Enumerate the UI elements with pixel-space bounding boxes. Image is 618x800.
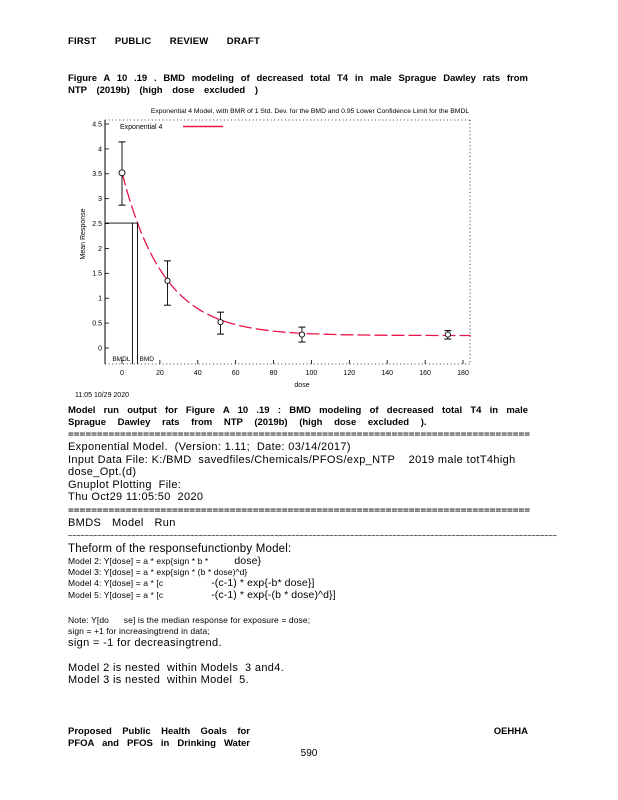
page-footer: Proposed Public Health Goals for PFOA an… xyxy=(68,726,528,749)
output-line: Model 2 is nested within Models 3 and4. xyxy=(68,661,285,674)
figure-caption-line1: Figure A 10 .19 . BMD modeling of decrea… xyxy=(68,73,528,84)
figure-caption-line2: NTP (2019b) (high dose excluded ) xyxy=(68,84,259,96)
output-line: Model 5: Y[dose] = a * [c -(c-1) * exp{-(… xyxy=(68,588,528,601)
y-tick-label: 4 xyxy=(98,146,102,153)
output-line: sign = +1 for increasingtrend in data; xyxy=(68,626,210,637)
y-tick-label: 3.5 xyxy=(92,171,102,178)
output-line-segment: Model 2: Y[dose] = a * exp{sign * b * xyxy=(68,555,209,566)
output-line-segment: Model 4: Y[dose] = a * [c xyxy=(68,578,164,589)
data-point xyxy=(217,319,224,326)
figure-caption: Figure A 10 .19 . BMD modeling of decrea… xyxy=(68,73,528,96)
y-tick-label: 0.5 xyxy=(92,321,102,328)
y-tick-label: 2.5 xyxy=(92,221,102,228)
x-tick-label: 160 xyxy=(419,370,431,377)
y-tick-label: 2 xyxy=(98,246,102,253)
bmd-chart: Exponential 4 Model, with BMR of 1 Std. … xyxy=(75,103,545,403)
chart-timestamp: 11:05 10/29 2020 xyxy=(75,392,129,399)
output-line-segment: Model 3: Y[dose] = a * exp{sign * (b * d… xyxy=(68,566,248,577)
x-tick-label: 20 xyxy=(156,370,164,377)
footer-title-line1: Proposed Public Health Goals for xyxy=(68,726,250,737)
x-tick-label: 60 xyxy=(232,370,240,377)
output-line xyxy=(68,601,528,615)
output-line: Theform of the responsefunctionby Model: xyxy=(68,542,292,555)
bmd-label: BMD xyxy=(140,356,155,363)
chart-title: Exponential 4 Model, with BMR of 1 Std. … xyxy=(151,108,470,115)
output-line: Model 3 is nested within Model 5. xyxy=(68,674,250,687)
output-line: Gnuplot Plotting File: xyxy=(68,478,182,491)
x-tick-label: 40 xyxy=(194,370,202,377)
output-line: Model 4: Y[dose] = a * [c -(c-1) * exp{-b… xyxy=(68,578,528,589)
draft-status-header: FIRST PUBLIC REVIEW DRAFT xyxy=(68,36,260,47)
footer-title-line2: PFOA and PFOS in Drinking Water xyxy=(68,737,250,749)
output-line: Sprague Dawley rats from NTP (2019b) (hi… xyxy=(68,416,427,428)
data-point xyxy=(444,331,451,338)
output-line: dose_Opt.(d) xyxy=(68,466,137,479)
output-line: Model 2: Y[dose] = a * exp{sign * b * dos… xyxy=(68,554,528,567)
y-tick-label: 0 xyxy=(98,345,102,352)
x-tick-label: 100 xyxy=(306,370,318,377)
y-tick-label: 4.5 xyxy=(92,121,102,128)
y-tick-label: 1 xyxy=(98,296,102,303)
output-line: Model run output for Figure A 10 .19 : B… xyxy=(68,405,528,416)
data-point xyxy=(298,331,306,338)
output-line: Exponential Model. (Version: 1.11; Date:… xyxy=(68,441,351,453)
y-tick-label: 3 xyxy=(98,196,102,203)
x-tick-label: 80 xyxy=(270,370,278,377)
x-axis-label: dose xyxy=(294,382,309,389)
fitted-curve xyxy=(121,172,471,337)
output-line: Thu Oct29 11:05:50 2020 xyxy=(68,491,204,504)
footer-agency: OEHHA xyxy=(493,726,528,737)
bmdl-label: BMDL xyxy=(112,356,130,363)
output-line xyxy=(68,650,528,662)
output-line-segment: -(c-1) * exp{-(b * dose)^d}] xyxy=(211,588,336,601)
output-line-segment: dose} xyxy=(234,554,262,567)
footer-document-title: Proposed Public Health Goals for PFOA an… xyxy=(68,726,250,749)
data-point xyxy=(164,277,171,284)
output-line-segment: -(c-1) * exp{-b* dose}] xyxy=(211,577,315,590)
output-line: sign = -1 for decreasingtrend. xyxy=(68,637,222,650)
x-tick-label: 140 xyxy=(381,370,393,377)
y-tick-label: 1.5 xyxy=(92,271,102,278)
output-line: Input Data File: K:/BMD savedfiles/Chemi… xyxy=(68,453,516,466)
x-tick-label: 0 xyxy=(120,370,124,377)
model-run-output: Model run output for Figure A 10 .19 : B… xyxy=(68,405,557,687)
output-line: BMDS Model Run xyxy=(68,516,176,529)
page-number: 590 xyxy=(300,748,318,759)
y-axis-label: Mean Response xyxy=(80,208,87,259)
output-line-segment: Model 5: Y[dose] = a * [c xyxy=(68,589,164,600)
x-tick-label: 180 xyxy=(457,370,469,377)
output-line: Model 3: Y[dose] = a * exp{sign * (b * d… xyxy=(68,567,528,578)
output-line: ========================================… xyxy=(68,429,530,440)
legend-label: Exponential 4 xyxy=(120,124,163,131)
data-point xyxy=(118,169,126,177)
bmds-chart-svg: Exponential 4 Model, with BMR of 1 Std. … xyxy=(75,108,471,399)
x-tick-label: 120 xyxy=(343,370,355,377)
output-line: ========================================… xyxy=(68,504,530,516)
output-line: ~~~~~~~~~~~~~~~~~~~~~~~~~~~~~~~~~~~~~~~~… xyxy=(68,531,557,540)
output-line: Note: Y[do se] is the median response fo… xyxy=(68,615,311,626)
